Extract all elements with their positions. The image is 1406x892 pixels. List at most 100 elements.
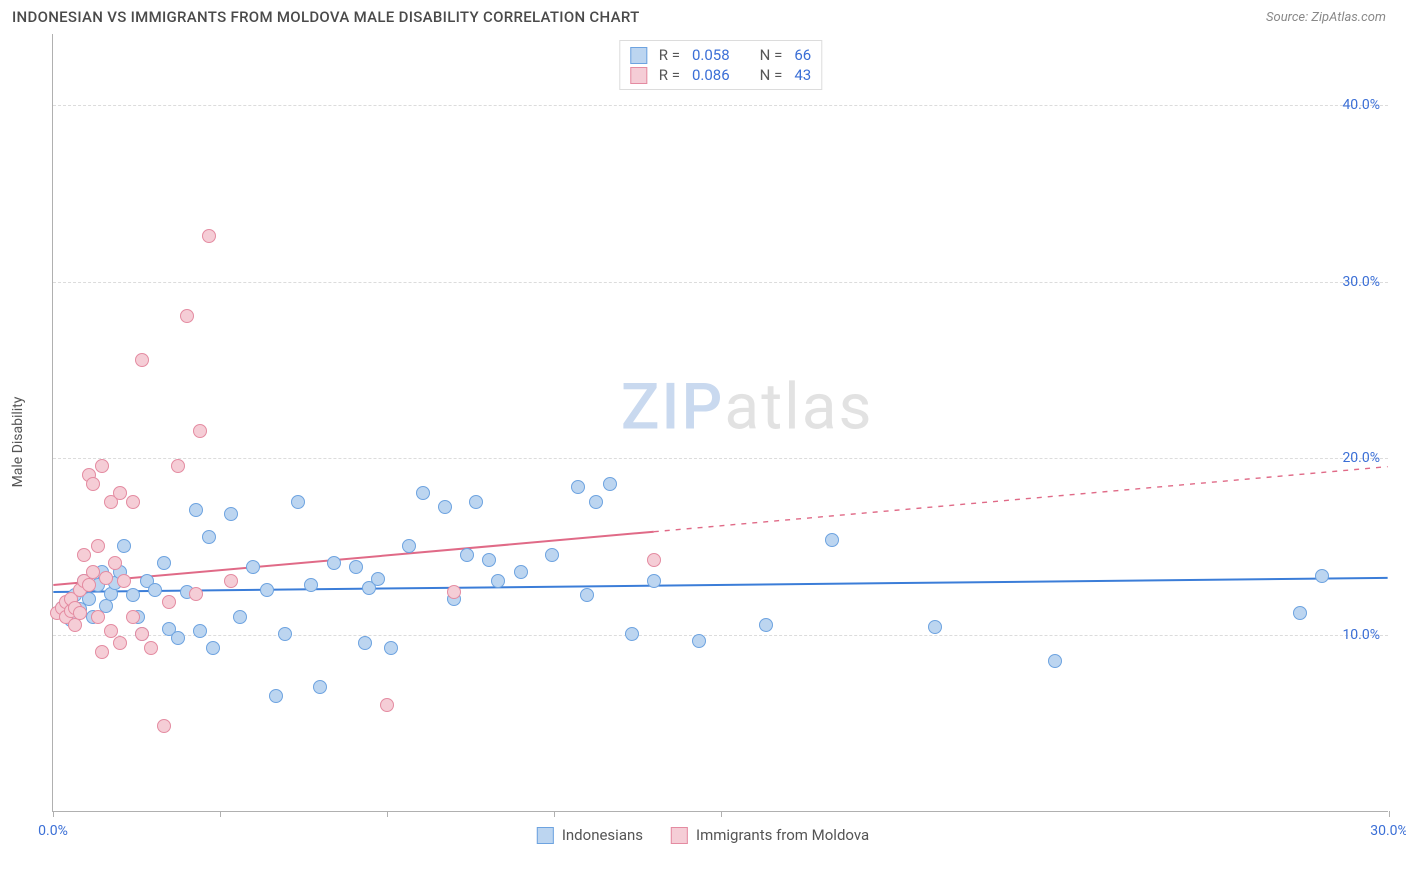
chart-source: Source: ZipAtlas.com [1266,10,1386,25]
data-point-indonesians [603,477,617,491]
data-point-moldova [202,229,216,243]
data-point-moldova [126,495,140,509]
data-point-indonesians [825,533,839,547]
data-point-indonesians [491,574,505,588]
data-point-indonesians [692,634,706,648]
swatch-indonesians [630,47,647,64]
watermark-zip: ZIP [621,369,725,444]
data-point-moldova [117,574,131,588]
data-point-indonesians [202,530,216,544]
stats-row-indonesians: R =0.058N =66 [630,45,811,65]
data-point-moldova [113,486,127,500]
data-point-indonesians [278,627,292,641]
r-label: R = [659,46,680,64]
r-value: 0.086 [692,66,730,84]
data-point-indonesians [171,631,185,645]
data-point-indonesians [117,539,131,553]
data-point-indonesians [269,689,283,703]
data-point-indonesians [327,556,341,570]
data-point-moldova [86,565,100,579]
x-tick-label: 0.0% [38,823,68,839]
data-point-moldova [189,587,203,601]
data-point-indonesians [402,539,416,553]
data-point-indonesians [469,495,483,509]
data-point-indonesians [233,610,247,624]
data-point-moldova [180,309,194,323]
data-point-indonesians [193,624,207,638]
data-point-moldova [647,553,661,567]
data-point-moldova [99,571,113,585]
data-point-indonesians [1048,654,1062,668]
data-point-indonesians [224,507,238,521]
data-point-moldova [86,477,100,491]
data-point-moldova [77,548,91,562]
chart-header: INDONESIAN VS IMMIGRANTS FROM MOLDOVA MA… [0,0,1406,32]
data-point-moldova [157,719,171,733]
data-point-indonesians [189,503,203,517]
legend-label: Immigrants from Moldova [696,826,869,844]
data-point-indonesians [759,618,773,632]
n-label: N = [760,66,783,84]
data-point-indonesians [126,588,140,602]
y-tick-label: 40.0% [1342,97,1380,113]
data-point-indonesians [384,641,398,655]
data-point-indonesians [571,480,585,494]
gridline [53,282,1388,283]
data-point-indonesians [460,548,474,562]
data-point-indonesians [148,583,162,597]
data-point-moldova [135,353,149,367]
data-point-moldova [193,424,207,438]
legend-item-moldova: Immigrants from Moldova [671,826,869,844]
r-label: R = [659,66,680,84]
data-point-indonesians [358,636,372,650]
data-point-indonesians [482,553,496,567]
data-point-moldova [82,578,96,592]
legend-swatch-indonesians [537,827,554,844]
x-tick-label: 30.0% [1370,823,1406,839]
x-tick [554,811,555,817]
plot-area: ZIPatlas R =0.058N =66R =0.086N =43 10.0… [52,34,1388,812]
chart-title: INDONESIAN VS IMMIGRANTS FROM MOLDOVA MA… [12,8,640,26]
data-point-moldova [171,459,185,473]
trend-lines [53,34,1388,811]
n-value: 66 [794,46,811,64]
data-point-indonesians [371,572,385,586]
gridline [53,458,1388,459]
data-point-moldova [95,645,109,659]
gridline [53,635,1388,636]
data-point-indonesians [589,495,603,509]
legend-label: Indonesians [562,826,643,844]
y-axis-title: Male Disability [10,397,26,488]
chart-container: Male Disability ZIPatlas R =0.058N =66R … [0,32,1406,852]
x-tick [721,811,722,817]
n-label: N = [760,46,783,64]
x-tick [1389,811,1390,817]
data-point-moldova [144,641,158,655]
watermark: ZIPatlas [621,369,874,444]
data-point-moldova [224,574,238,588]
data-point-indonesians [545,548,559,562]
data-point-indonesians [304,578,318,592]
data-point-moldova [380,698,394,712]
data-point-indonesians [246,560,260,574]
trend-line-indonesians [53,578,1387,592]
trend-line-dashed-moldova [654,467,1388,532]
data-point-indonesians [349,560,363,574]
data-point-indonesians [206,641,220,655]
data-point-moldova [162,595,176,609]
legend-swatch-moldova [671,827,688,844]
data-point-moldova [73,606,87,620]
watermark-atlas: atlas [724,369,873,444]
data-point-moldova [91,539,105,553]
data-point-indonesians [438,500,452,514]
n-value: 43 [794,66,811,84]
data-point-indonesians [1293,606,1307,620]
data-point-moldova [126,610,140,624]
bottom-legend: Indonesians Immigrants from Moldova [537,826,869,844]
data-point-indonesians [514,565,528,579]
data-point-indonesians [1315,569,1329,583]
data-point-indonesians [416,486,430,500]
data-point-indonesians [928,620,942,634]
data-point-indonesians [625,627,639,641]
data-point-indonesians [260,583,274,597]
